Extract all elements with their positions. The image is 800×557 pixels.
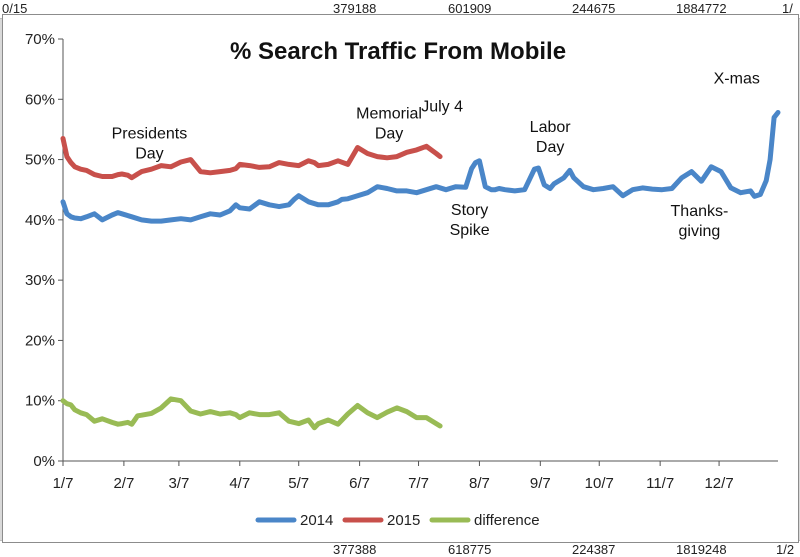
y-tick-label: 50%	[25, 152, 55, 169]
legend-label-2014: 2014	[300, 512, 333, 529]
sheet-cell: 1884772	[676, 1, 727, 16]
x-tick-label: 7/7	[408, 475, 429, 492]
sheet-cell: 1819248	[676, 542, 727, 557]
x-tick-label: 3/7	[168, 475, 189, 492]
sheet-cell: 379188	[333, 1, 377, 16]
annotation-label: Presidents Day	[112, 125, 188, 162]
sheet-cell: 1/2	[776, 542, 795, 557]
y-tick-label: 20%	[25, 332, 55, 349]
y-tick-label: 30%	[25, 272, 55, 289]
sheet-cell: 377388	[333, 542, 377, 557]
annotation-label: Labor Day	[530, 119, 572, 156]
x-tick-label: 1/7	[53, 475, 74, 492]
chart-container[interactable]: 0% 10% 20% 30% 40% 50% 60% 70% 1/7 2/7 3/7 4/7 5/7 6/…	[2, 14, 799, 543]
x-tick-label: 11/7	[646, 475, 674, 492]
y-tick-label: 70%	[25, 31, 55, 48]
annotation-label: Story Spike	[450, 202, 490, 239]
annotation-label: July 4	[421, 98, 463, 115]
x-tick-label: 6/7	[349, 475, 370, 492]
y-tick-label: 10%	[25, 393, 55, 410]
chart-axes: 0% 10% 20% 30% 40% 50% 60% 70% 1/7 2/7 3/7 4/7 5/7 6/…	[25, 31, 778, 492]
sheet-cell: 618775	[448, 542, 492, 557]
x-tick-label: 10/7	[585, 475, 614, 492]
y-tick-label: 60%	[25, 91, 55, 108]
series-line-2014	[60, 110, 781, 224]
series-layer	[60, 110, 781, 431]
legend-label-difference: difference	[474, 512, 540, 529]
annotation-label: X-mas	[714, 71, 760, 88]
x-tick-label: 8/7	[469, 475, 490, 492]
sheet-cell: 244675	[572, 1, 616, 16]
sheet-cell: 0/15	[2, 1, 28, 16]
sheet-cell: 601909	[448, 1, 492, 16]
series-line-difference	[60, 396, 443, 431]
sheet-cell: 1/	[782, 1, 793, 16]
chart-svg: 0% 10% 20% 30% 40% 50% 60% 70% 1/7 2/7 3/7 4/7 5/7 6/…	[25, 31, 781, 529]
x-tick-label: 2/7	[113, 475, 134, 492]
chart-legend: 2014 2015 difference	[255, 512, 540, 529]
chart-title: % Search Traffic From Mobile	[230, 38, 566, 65]
legend-label-2015: 2015	[387, 512, 420, 529]
x-tick-label: 4/7	[229, 475, 250, 492]
sheet-cell: 224387	[572, 542, 616, 557]
annotation-label: Memorial Day	[356, 106, 422, 143]
annotation-label: Thanks-giving	[671, 203, 729, 240]
x-tick-label: 12/7	[704, 475, 733, 492]
x-tick-label: 5/7	[288, 475, 309, 492]
y-tick-label: 0%	[33, 453, 55, 470]
x-tick-label: 9/7	[530, 475, 551, 492]
series-line-2015	[60, 136, 443, 181]
y-tick-label: 40%	[25, 212, 55, 229]
